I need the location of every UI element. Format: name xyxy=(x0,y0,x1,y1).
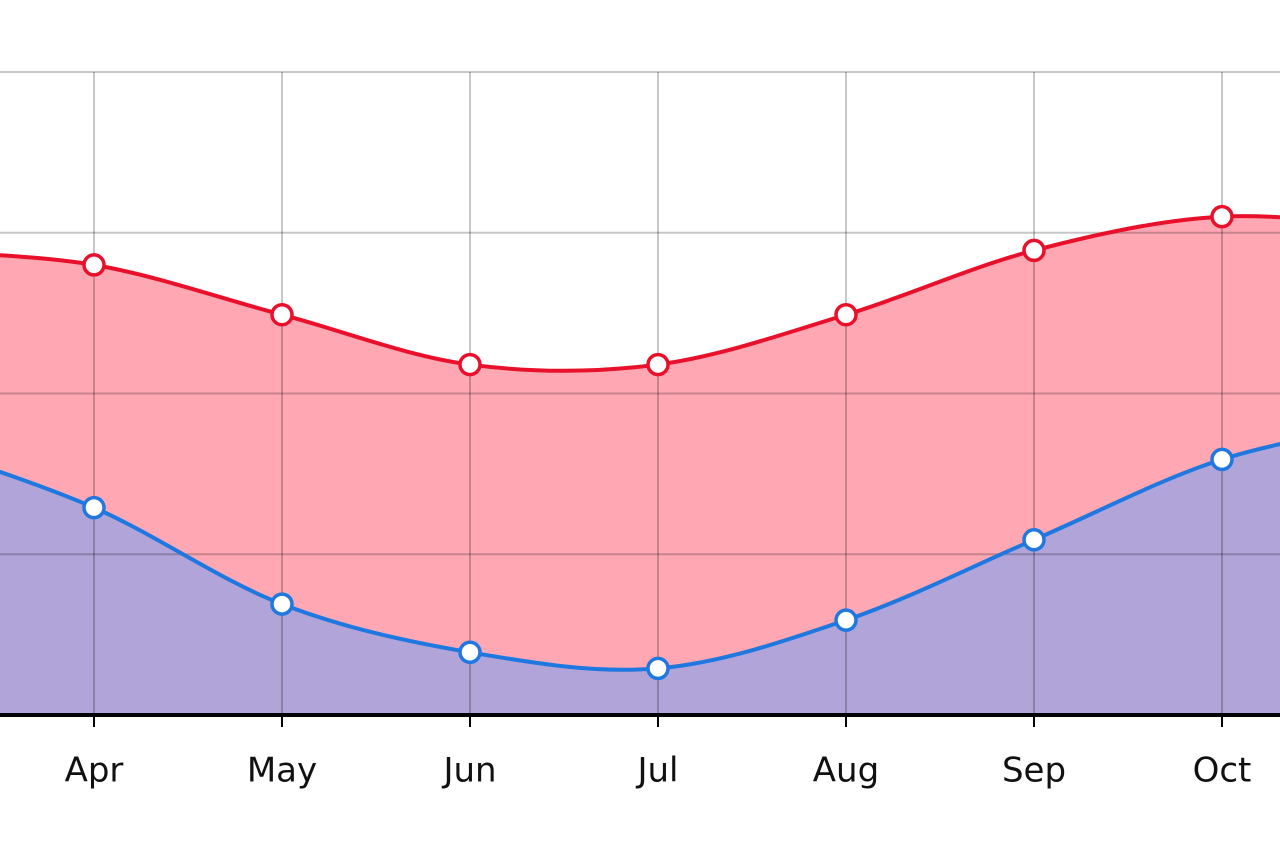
point-marker xyxy=(834,302,858,327)
point-marker xyxy=(646,352,670,377)
point-marker xyxy=(834,608,858,632)
x-tick-label: Sep xyxy=(1002,751,1066,791)
point-marker xyxy=(82,495,106,520)
point-marker xyxy=(1210,204,1234,229)
point-marker xyxy=(270,302,294,327)
x-tick-label: Apr xyxy=(65,751,124,791)
x-tick-label: May xyxy=(247,751,317,791)
point-marker xyxy=(1210,447,1234,472)
area-fill xyxy=(0,444,1280,715)
point-marker xyxy=(458,352,482,377)
point-marker xyxy=(82,253,106,277)
point-marker xyxy=(270,592,294,616)
x-tick-label: Oct xyxy=(1193,751,1252,791)
point-marker xyxy=(646,656,670,681)
x-tick-label: Jun xyxy=(441,751,496,791)
point-marker xyxy=(1022,238,1046,263)
point-marker xyxy=(458,640,482,665)
point-marker xyxy=(1022,528,1046,552)
x-tick-label: Aug xyxy=(813,751,879,791)
x-tick-label: Jul xyxy=(635,751,678,791)
